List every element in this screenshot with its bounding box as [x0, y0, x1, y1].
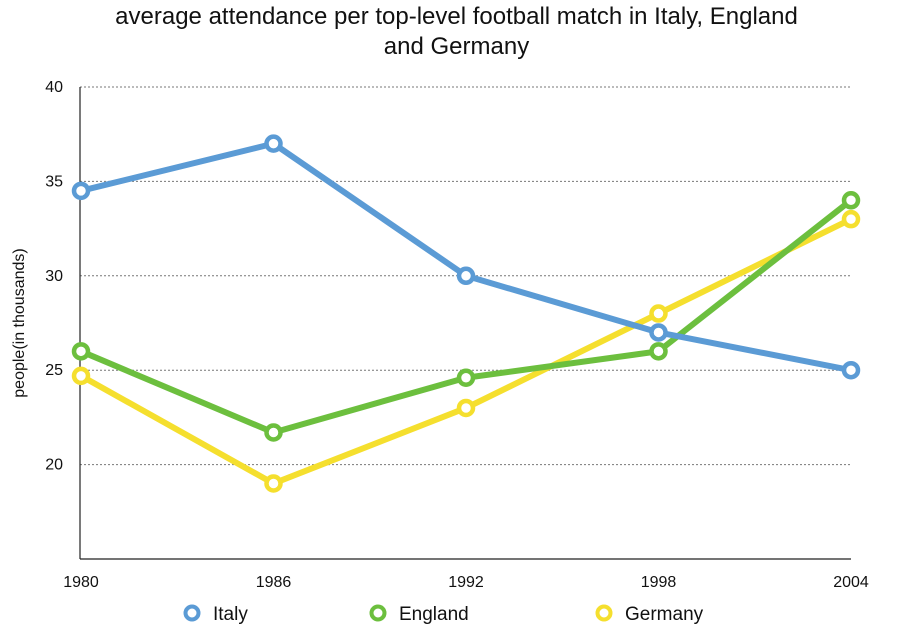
x-tick-label: 2004	[833, 574, 869, 591]
y-tick-labels: 20 25 30 35 40	[45, 79, 63, 474]
data-point	[264, 423, 283, 442]
data-point	[71, 366, 91, 386]
data-point	[71, 181, 91, 201]
y-tick-label: 40	[45, 79, 63, 96]
y-tick-label: 35	[45, 173, 63, 190]
data-point	[649, 342, 668, 361]
x-tick-labels: 1980 1986 1992 1998 2004	[63, 574, 869, 591]
series-lines	[71, 134, 861, 493]
series-line	[78, 216, 854, 487]
legend: Italy England Germany	[183, 604, 704, 625]
y-tick-label: 25	[45, 362, 63, 379]
x-tick-label: 1992	[448, 574, 484, 591]
legend-marker	[369, 604, 387, 622]
legend-label: Germany	[625, 604, 704, 625]
data-point	[264, 134, 283, 153]
x-tick-label: 1986	[256, 574, 292, 591]
data-point	[71, 342, 91, 361]
data-point	[649, 323, 668, 342]
data-point	[456, 398, 476, 418]
series-england	[71, 191, 861, 442]
series-germany	[71, 209, 861, 493]
y-tick-label: 30	[45, 268, 63, 285]
legend-label: Italy	[213, 604, 248, 625]
y-tick-label: 20	[45, 457, 63, 474]
data-point	[841, 209, 861, 229]
series-line	[78, 140, 854, 374]
legend-label: England	[399, 604, 469, 625]
data-point	[649, 304, 668, 323]
legend-item-italy: Italy	[183, 604, 248, 625]
chart-title-line-2: and Germany	[383, 33, 530, 60]
legend-marker	[595, 604, 613, 622]
data-point	[841, 191, 861, 210]
data-point	[456, 266, 476, 286]
legend-item-germany: Germany	[595, 604, 704, 625]
x-tick-label: 1980	[63, 574, 99, 591]
legend-item-england: England	[369, 604, 469, 625]
x-tick-label: 1998	[641, 574, 677, 591]
chart-title-line-1: average attendance per top-level footbal…	[115, 3, 798, 30]
series-line	[78, 197, 854, 436]
data-point	[264, 474, 283, 493]
y-axis-label: people(in thousands)	[11, 248, 28, 397]
legend-marker	[183, 604, 201, 622]
data-point	[456, 368, 476, 388]
data-point	[841, 360, 861, 380]
chart-title: average attendance per top-level footbal…	[0, 2, 913, 62]
series-italy	[71, 134, 861, 380]
axes	[79, 87, 851, 560]
